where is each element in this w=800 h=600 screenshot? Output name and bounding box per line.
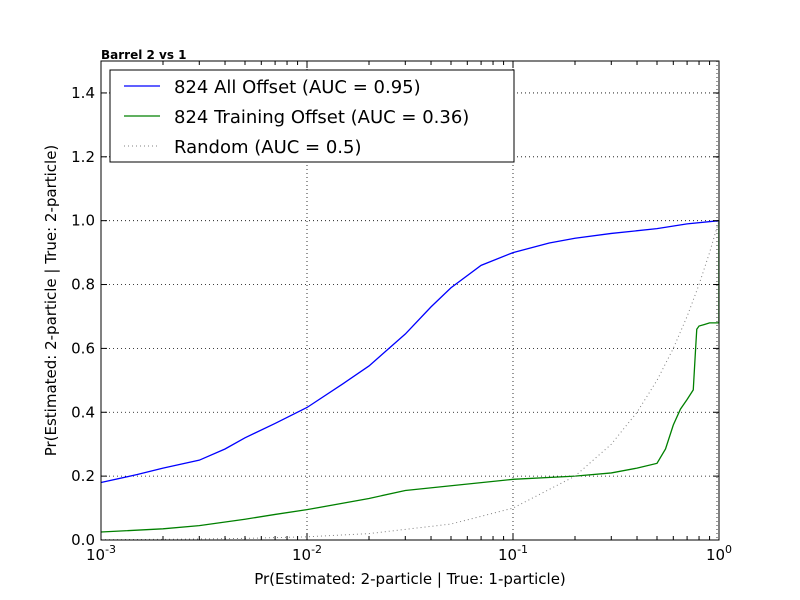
- y-tick-label: 0.6: [71, 339, 95, 357]
- legend-label-0: 824 All Offset (AUC = 0.95): [174, 77, 421, 98]
- y-tick-label: 0.2: [71, 467, 95, 485]
- x-tick-label-exponent: -1: [517, 543, 528, 556]
- x-tick-label-base: 10: [706, 546, 725, 564]
- axis-ticks: [100, 61, 720, 541]
- y-axis-label: Pr(Estimated: 2-particle | True: 2-parti…: [42, 145, 60, 457]
- legend: 824 All Offset (AUC = 0.95) 824 Training …: [109, 69, 515, 163]
- y-tick-label: 1.4: [71, 84, 95, 102]
- y-tick-label: 1.0: [71, 212, 95, 230]
- series-line-2: [100, 220, 720, 541]
- x-tick-label: 10-3: [86, 543, 116, 564]
- series-line-1: [100, 220, 720, 533]
- series-line-0: [100, 220, 720, 484]
- x-tick-label-base: 10: [292, 546, 311, 564]
- y-tick-label: 0.8: [71, 276, 95, 294]
- x-tick-label-exponent: -2: [311, 543, 322, 556]
- plot-frame: [100, 60, 720, 541]
- y-tick-label: 0.4: [71, 403, 95, 421]
- y-tick-label: 1.2: [71, 148, 95, 166]
- x-tick-label-exponent: -3: [105, 543, 116, 556]
- x-tick-label: 100: [706, 543, 732, 564]
- chart-title: Barrel 2 vs 1: [101, 48, 187, 62]
- x-tick-label: 10-2: [292, 543, 322, 564]
- x-axis-label: Pr(Estimated: 2-particle | True: 1-parti…: [254, 570, 566, 588]
- x-tick-label: 10-1: [498, 543, 528, 564]
- x-tick-label-base: 10: [86, 546, 105, 564]
- x-tick-label-base: 10: [498, 546, 517, 564]
- y-tick-label: 0.0: [71, 531, 95, 549]
- tick-labels: 0.00.20.40.60.81.01.21.410-3 10-2 10-1 100: [71, 84, 732, 564]
- legend-label-1: 824 Training Offset (AUC = 0.36): [174, 107, 469, 128]
- x-tick-label-exponent: 0: [725, 543, 732, 556]
- legend-box: [109, 69, 515, 163]
- legend-label-2: Random (AUC = 0.5): [174, 137, 362, 158]
- plot-lines: [100, 220, 720, 541]
